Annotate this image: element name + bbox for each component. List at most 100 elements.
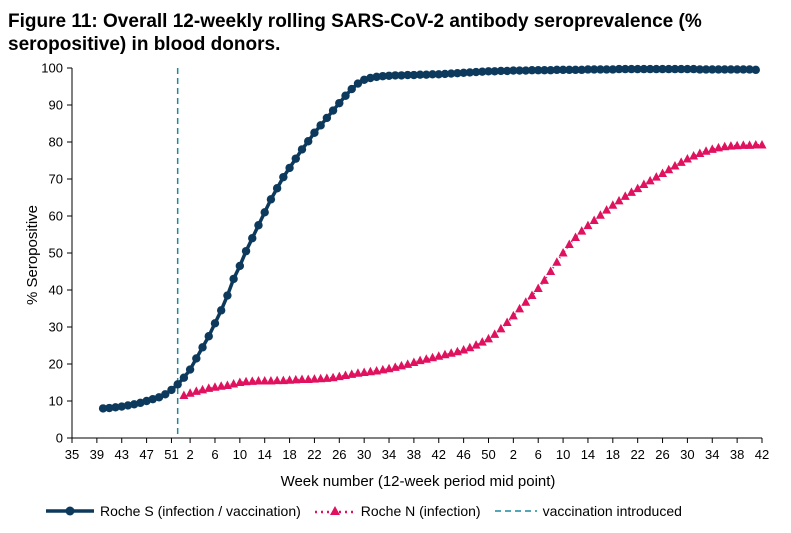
data-point-roche-n [384,363,394,373]
data-point-roche-n [614,195,624,205]
x-tick-label: 38 [730,447,744,462]
data-point-roche-s [347,84,356,94]
x-tick-label: 38 [407,447,421,462]
data-point-roche-s [608,65,618,74]
data-point-roche-s [540,66,549,75]
data-point-roche-s [652,64,661,74]
data-point-roche-s [471,67,481,77]
data-point-roche-s [658,64,667,74]
data-point-roche-n [527,290,537,300]
data-point-roche-s [515,66,524,75]
data-point-roche-s [509,66,518,75]
data-point-roche-n [396,360,406,370]
data-point-roche-s [440,69,450,79]
x-tick-label: 46 [456,447,470,462]
data-point-roche-s [105,403,114,413]
series-layer [98,64,767,438]
x-tick-label: 42 [432,447,446,462]
data-point-roche-s [695,65,705,74]
data-point-roche-s [304,137,313,146]
data-point-roche-n [266,376,276,385]
data-point-roche-n [713,142,723,152]
data-point-roche-n [297,374,307,384]
legend-item-vaccination: vaccination introduced [494,503,682,519]
legend-item-roche-n: Roche N (infection) [314,503,481,519]
data-point-roche-s [664,64,673,74]
data-point-roche-s [297,145,307,154]
y-tick-label: 10 [49,394,63,409]
data-point-roche-s [565,65,574,75]
legend-swatch-roche-s [46,506,94,516]
data-point-roche-s [701,65,711,74]
data-point-roche-n [415,355,425,365]
data-point-roche-s [272,184,282,193]
data-point-roche-n [229,378,239,388]
y-axis-label: % Seropositive [24,205,41,305]
y-tick-label: 30 [49,320,63,335]
x-tick-label: 50 [481,447,495,462]
data-point-roche-n [558,248,568,257]
data-point-roche-s [484,67,493,76]
data-point-roche-n [490,329,500,338]
data-point-roche-n [676,157,686,166]
x-axis-label: Week number (12-week period mid point) [281,473,556,490]
data-point-roche-s [745,65,754,74]
data-point-roche-n [285,375,295,384]
data-point-roche-s [204,332,213,341]
data-point-roche-s [285,163,294,173]
data-point-roche-s [726,65,736,74]
data-point-roche-s [453,68,462,78]
y-tick-label: 0 [56,431,63,446]
data-point-roche-n [726,141,736,150]
x-tick-label: 26 [332,447,346,462]
data-point-roche-s [335,98,344,108]
data-point-roche-s [322,113,332,123]
legend-swatch-roche-n [314,506,355,515]
y-tick-label: 60 [49,209,63,224]
data-point-roche-s [714,65,723,74]
data-point-roche-n [459,344,469,354]
data-point-roche-s [235,261,245,271]
data-point-roche-n [496,323,506,333]
data-point-roche-s [446,69,456,78]
data-point-roche-s [248,234,257,243]
data-point-roche-s [596,65,605,74]
data-point-roche-n [278,375,288,385]
data-point-roche-s [732,65,742,74]
series-line-roche-s [102,67,756,411]
data-point-roche-n [577,226,587,235]
data-point-roche-n [216,381,226,390]
data-point-roche-n [434,351,444,360]
data-point-roche-s [621,64,630,74]
data-point-roche-n [682,154,692,163]
data-point-roche-s [422,70,431,79]
data-point-roche-n [633,183,643,193]
x-tick-label: 26 [655,447,669,462]
data-point-roche-s [384,71,394,80]
data-point-roche-n [508,310,518,320]
x-tick-label: 30 [357,447,371,462]
data-point-roche-n [260,376,270,385]
legend-label-roche-n: Roche N (infection) [360,503,481,519]
data-point-roche-s [633,64,642,74]
data-point-roche-n [347,369,357,378]
data-point-roche-s [117,402,126,411]
data-point-roche-n [428,352,438,362]
data-point-roche-s [546,66,555,75]
data-point-roche-n [471,340,481,349]
y-tick-label: 70 [49,172,63,187]
data-point-roche-s [459,68,468,78]
data-point-roche-s [639,64,649,74]
x-tick-label: 47 [139,447,153,462]
data-point-roche-s [583,65,593,74]
chart-legend: Roche S (infection / vaccination) Roche … [46,500,696,522]
x-tick-label: 18 [282,447,296,462]
data-point-roche-s [198,343,207,352]
data-point-roche-s [751,65,760,75]
y-tick-label: 90 [49,98,63,113]
data-point-roche-n [483,333,493,343]
x-tick-label: 34 [705,447,719,462]
data-point-roche-n [533,283,543,293]
legend-label-vaccination: vaccination introduced [542,503,682,519]
data-point-roche-s [316,121,325,130]
